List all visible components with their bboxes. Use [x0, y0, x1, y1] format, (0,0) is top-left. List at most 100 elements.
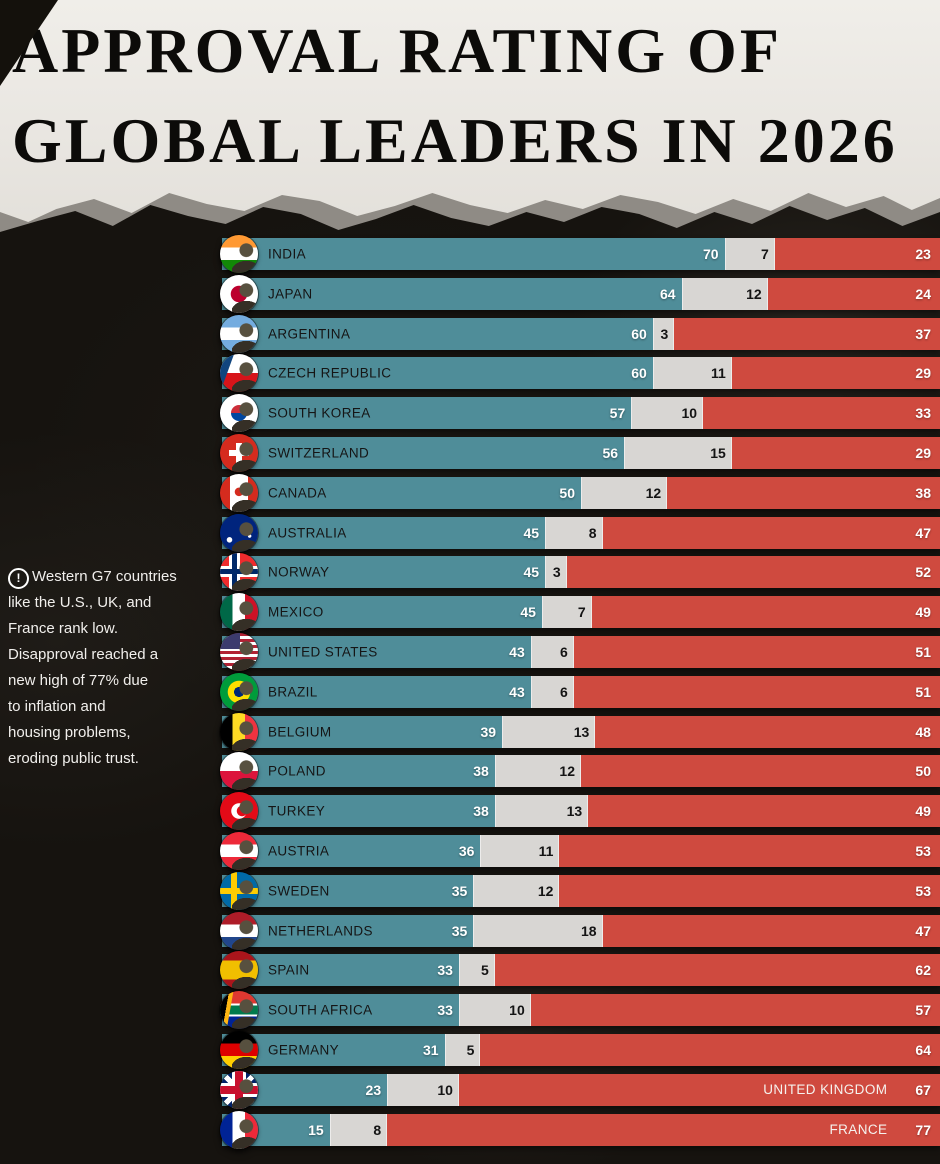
disapprove-bar: 52 [566, 556, 940, 589]
neutral-bar: 12 [581, 476, 668, 509]
leader-avatar-gb [220, 1070, 258, 1109]
approve-value: 45 [523, 564, 540, 581]
approve-bar: AUSTRALIA 45 [222, 516, 546, 549]
neutral-value: 6 [560, 683, 568, 700]
approve-bar: GERMANY 31 [222, 1033, 445, 1066]
approve-bar: UNITED STATES 43 [222, 635, 531, 668]
chart-row: JAPAN 64 12 24 [220, 274, 940, 313]
country-label: NORWAY [268, 564, 330, 580]
leader-avatar-es [220, 951, 258, 990]
leader-photo [232, 839, 258, 870]
approve-bar: JAPAN 64 [222, 277, 682, 310]
country-label: SWEDEN [268, 883, 330, 899]
country-label: POLAND [268, 763, 326, 779]
chart-row: INDIA 70 7 23 [220, 235, 940, 273]
leader-avatar-at [220, 831, 258, 870]
approve-bar: SWITZERLAND 56 [222, 436, 625, 469]
country-label: UNITED KINGDOM [763, 1082, 888, 1098]
disapprove-value: 67 [915, 1081, 931, 1098]
leader-photo [232, 720, 258, 751]
leader-avatar-us [220, 632, 258, 671]
approve-bar: CZECH REPUBLIC 60 [222, 357, 653, 390]
approve-value: 35 [451, 882, 468, 899]
disapprove-value: 24 [915, 285, 931, 302]
neutral-value: 11 [710, 365, 726, 382]
chart-row: SOUTH AFRICA 33 10 57 [220, 991, 940, 1030]
disapprove-value: 53 [915, 842, 931, 859]
disapprove-bar: 50 [580, 755, 940, 788]
leader-photo [232, 243, 258, 273]
approve-value: 36 [458, 842, 475, 859]
chart-row: TURKEY 38 13 49 [220, 792, 940, 831]
leader-avatar-pl [220, 752, 258, 791]
chart-row: ARGENTINA 60 3 37 [220, 314, 940, 353]
leader-avatar-ca [220, 473, 258, 512]
disapprove-value: 53 [915, 882, 931, 899]
neutral-bar: 13 [502, 715, 596, 748]
disapprove-bar: 62 [494, 954, 940, 987]
callout-text: Western G7 countries like the U.S., UK, … [8, 568, 177, 767]
disapprove-value: 50 [915, 763, 931, 780]
disapprove-value: 29 [915, 365, 931, 382]
neutral-bar: 11 [480, 834, 560, 867]
neutral-bar: 3 [652, 317, 675, 350]
neutral-value: 8 [373, 1121, 382, 1138]
disapprove-value: 38 [915, 484, 931, 501]
leader-photo [232, 441, 258, 472]
neutral-bar: 12 [473, 874, 560, 907]
title-line2: GLOBAL LEADERS IN 2026 [12, 105, 898, 176]
approve-bar: MEXICO 45 [222, 596, 542, 629]
leader-photo [232, 1118, 258, 1149]
neutral-value: 8 [588, 524, 597, 541]
chart-row: MEXICO 45 7 49 [220, 593, 940, 632]
disapprove-bar: 24 [767, 277, 940, 310]
approve-bar: BELGIUM 39 [222, 715, 503, 748]
neutral-value: 10 [509, 1002, 525, 1019]
country-label: ARGENTINA [268, 326, 351, 342]
neutral-bar: 12 [494, 755, 581, 788]
country-label: BRAZIL [268, 684, 318, 700]
disapprove-bar: 53 [559, 874, 940, 907]
approve-value: 43 [509, 643, 525, 660]
leader-avatar-in [220, 235, 258, 273]
disapprove-value: 57 [915, 1002, 931, 1019]
approve-value: 60 [631, 325, 647, 342]
disapprove-bar: 49 [591, 596, 940, 629]
approve-bar: INDIA 70 [222, 238, 725, 270]
approve-bar: ARGENTINA 60 [222, 317, 653, 350]
leader-photo [232, 1038, 258, 1069]
neutral-value: 3 [660, 325, 669, 342]
disapprove-value: 47 [915, 922, 931, 939]
chart-row: GERMANY 31 5 64 [220, 1030, 940, 1069]
approve-value: 31 [423, 1041, 439, 1058]
country-label: AUSTRIA [268, 843, 330, 859]
approve-value: 45 [520, 604, 536, 621]
approve-value: 50 [559, 484, 575, 501]
leader-avatar-ch [220, 433, 258, 472]
neutral-value: 11 [538, 842, 554, 859]
disapprove-value: 51 [915, 683, 931, 700]
country-label: UNITED STATES [268, 644, 378, 660]
chart-row: SWITZERLAND 56 15 29 [220, 433, 940, 472]
approve-value: 35 [451, 922, 468, 939]
neutral-value: 15 [710, 444, 726, 461]
approve-value: 43 [509, 683, 525, 700]
country-label: SOUTH AFRICA [268, 1002, 373, 1018]
approve-bar: SOUTH KOREA 57 [222, 397, 632, 430]
leader-avatar-se [220, 871, 258, 910]
country-label: SPAIN [268, 962, 310, 978]
chart-row: UNITED STATES 43 6 51 [220, 632, 940, 671]
leader-photo [232, 999, 258, 1030]
chart-row: NETHERLANDS 35 18 47 [220, 911, 940, 950]
leader-avatar-jp [220, 274, 258, 313]
country-label: BELGIUM [268, 724, 332, 740]
approve-value: 39 [480, 723, 497, 740]
disapprove-value: 33 [915, 405, 931, 422]
leader-avatar-de [220, 1030, 258, 1069]
neutral-value: 18 [580, 922, 597, 939]
disapprove-bar: 53 [559, 834, 940, 867]
leader-photo [232, 640, 258, 671]
approve-value: 56 [602, 444, 619, 461]
neutral-bar: 3 [545, 556, 567, 589]
chart-row: AUSTRALIA 45 8 47 [220, 513, 940, 552]
